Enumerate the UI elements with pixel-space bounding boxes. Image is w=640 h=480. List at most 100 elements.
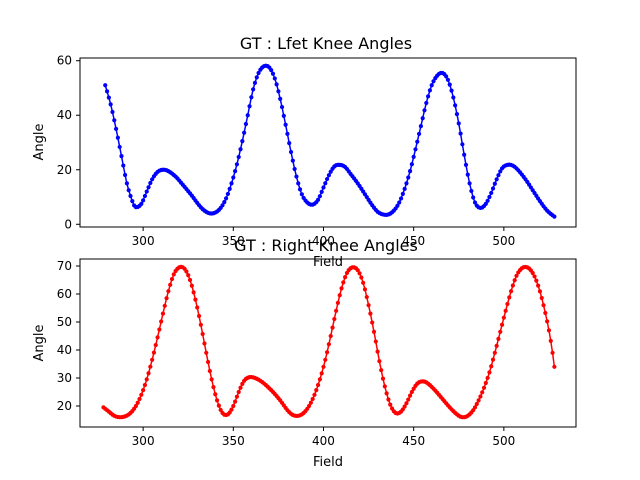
data-point	[236, 154, 241, 160]
data-point	[142, 382, 148, 388]
data-point	[445, 77, 451, 82]
data-point	[128, 193, 133, 199]
data-point	[240, 381, 245, 386]
data-point	[159, 319, 164, 324]
data-point	[481, 385, 487, 390]
data-point	[496, 173, 501, 178]
data-point	[144, 189, 149, 194]
data-point	[384, 391, 389, 396]
y-tick-label: 40	[57, 108, 72, 122]
data-point	[220, 203, 225, 208]
data-point	[510, 283, 515, 288]
data-point	[243, 121, 249, 127]
y-tick-label: 0	[64, 217, 72, 231]
data-point	[494, 343, 499, 348]
data-point	[281, 113, 286, 118]
data-point	[402, 404, 407, 409]
data-point	[146, 185, 151, 190]
x-tick-label: 350	[222, 234, 245, 248]
data-point	[492, 350, 497, 355]
data-point	[141, 388, 146, 393]
data-point	[407, 393, 413, 398]
data-point	[245, 113, 250, 118]
data-point	[321, 364, 326, 369]
data-point	[223, 196, 229, 201]
data-point	[216, 403, 221, 408]
data-point	[490, 357, 496, 362]
series-layer	[103, 63, 557, 219]
data-point	[189, 283, 194, 288]
data-point	[133, 403, 139, 409]
data-point	[187, 277, 193, 283]
data-point	[213, 392, 218, 397]
data-point	[112, 118, 117, 123]
data-point	[418, 124, 423, 129]
data-point	[233, 399, 238, 404]
data-point	[231, 175, 236, 180]
data-point	[229, 407, 234, 412]
x-tick-label: 450	[402, 234, 425, 248]
data-point	[431, 79, 436, 84]
data-point	[496, 336, 501, 341]
data-point	[382, 384, 387, 389]
data-point	[469, 188, 474, 194]
data-point	[413, 147, 418, 152]
data-point	[292, 166, 297, 172]
data-point	[489, 190, 494, 196]
data-point	[103, 83, 108, 88]
data-point	[404, 181, 409, 186]
data-point	[233, 169, 238, 174]
data-point	[359, 275, 364, 280]
data-point	[294, 174, 299, 179]
data-point	[278, 96, 283, 101]
data-point	[113, 126, 119, 131]
data-point	[195, 305, 200, 310]
data-point	[444, 74, 449, 79]
data-point	[395, 203, 400, 208]
data-point	[487, 194, 492, 200]
chart-title: GT : Right Knee Angles	[234, 236, 418, 255]
data-point	[454, 111, 460, 117]
data-point	[458, 131, 463, 136]
data-point	[198, 322, 203, 327]
data-point	[308, 400, 313, 405]
data-point	[155, 335, 160, 340]
x-tick-label: 300	[132, 234, 155, 248]
data-point	[321, 185, 326, 190]
data-point	[330, 325, 335, 330]
data-point	[135, 400, 140, 405]
data-point	[193, 297, 198, 302]
data-point	[119, 154, 124, 159]
data-point	[139, 201, 144, 206]
data-point	[492, 181, 497, 186]
data-point	[276, 89, 281, 94]
data-point	[319, 189, 324, 194]
data-point	[144, 377, 149, 382]
data-point	[323, 181, 328, 186]
data-point	[328, 169, 333, 174]
data-point	[126, 188, 131, 193]
data-point	[104, 89, 110, 94]
data-point	[483, 380, 488, 386]
data-point	[296, 181, 301, 186]
data-point	[283, 122, 288, 127]
x-tick-label: 450	[402, 434, 425, 448]
data-point	[357, 271, 362, 276]
y-tick-label: 60	[57, 54, 72, 68]
y-tick-label: 40	[57, 343, 72, 357]
data-point	[204, 350, 209, 355]
data-point	[490, 186, 496, 191]
data-point	[364, 294, 369, 300]
data-point	[415, 139, 420, 144]
data-point	[115, 135, 120, 140]
data-point	[416, 131, 422, 137]
x-tick-label: 400	[312, 234, 335, 248]
y-axis-label: Angle	[32, 325, 47, 362]
data-point	[366, 303, 371, 308]
data-point	[285, 131, 290, 136]
data-point	[122, 172, 128, 178]
data-point	[422, 108, 427, 113]
data-point	[229, 181, 234, 186]
data-point	[489, 364, 494, 369]
data-point	[507, 295, 512, 300]
